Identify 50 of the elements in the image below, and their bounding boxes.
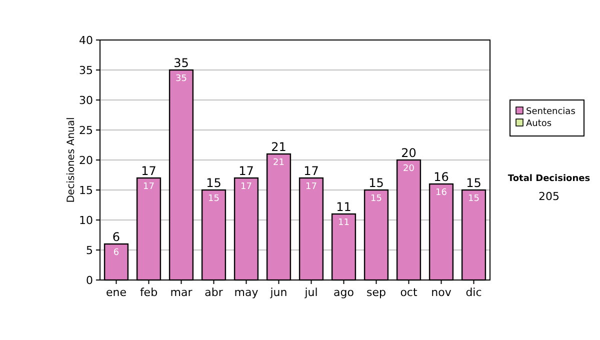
total-label: 20	[401, 146, 416, 160]
x-tick-label: sep	[366, 286, 386, 299]
y-tick-label: 0	[86, 274, 93, 287]
y-tick-label: 5	[86, 244, 93, 257]
data-label: 21	[273, 158, 284, 168]
x-tick-label: nov	[431, 286, 452, 299]
x-tick-label: mar	[170, 286, 193, 299]
legend-label: Autos	[526, 119, 552, 129]
total-label: 17	[238, 164, 254, 178]
data-label: 15	[208, 194, 220, 204]
total-label: 6	[112, 230, 120, 244]
text: 205	[538, 190, 560, 203]
total-label: 21	[271, 140, 286, 154]
total-label: 11	[336, 200, 352, 214]
y-tick-label: 25	[79, 124, 93, 137]
x-tick-label: oct	[400, 286, 418, 299]
data-label: 17	[240, 182, 252, 192]
data-label: 16	[436, 188, 448, 198]
data-label: 17	[143, 182, 154, 192]
total-label: 35	[174, 56, 189, 70]
data-label: 11	[338, 218, 350, 228]
total-label: 16	[434, 170, 449, 184]
y-tick-label: 15	[79, 184, 93, 197]
total-label: 15	[466, 176, 482, 190]
x-tick-label: jun	[269, 286, 288, 299]
data-label: 6	[113, 248, 120, 258]
total-label: 15	[368, 176, 384, 190]
data-label: 15	[370, 194, 382, 204]
data-label: 17	[306, 182, 317, 192]
legend-label: Sentencias	[526, 107, 576, 117]
total-label: 15	[206, 176, 222, 190]
text: Total Decisiones	[508, 174, 590, 184]
y-tick-label: 30	[79, 94, 93, 107]
y-tick-label: 40	[79, 34, 93, 47]
data-label: 20	[403, 164, 415, 174]
total-label: 17	[304, 164, 319, 178]
data-label: 15	[468, 194, 480, 204]
x-tick-label: feb	[140, 286, 158, 299]
x-tick-label: abr	[204, 286, 224, 299]
data-label: 35	[176, 74, 187, 84]
x-tick-label: ago	[334, 286, 354, 299]
x-tick-label: jul	[304, 286, 318, 299]
x-tick-label: ene	[106, 286, 127, 299]
y-axis-title: Decisiones Anual	[66, 117, 77, 203]
y-tick-label: 10	[79, 214, 93, 227]
total-label: 17	[141, 164, 156, 178]
y-tick-label: 35	[79, 64, 93, 77]
y-tick-label: 20	[79, 154, 93, 167]
x-tick-label: dic	[466, 286, 482, 299]
x-tick-label: may	[234, 286, 259, 299]
